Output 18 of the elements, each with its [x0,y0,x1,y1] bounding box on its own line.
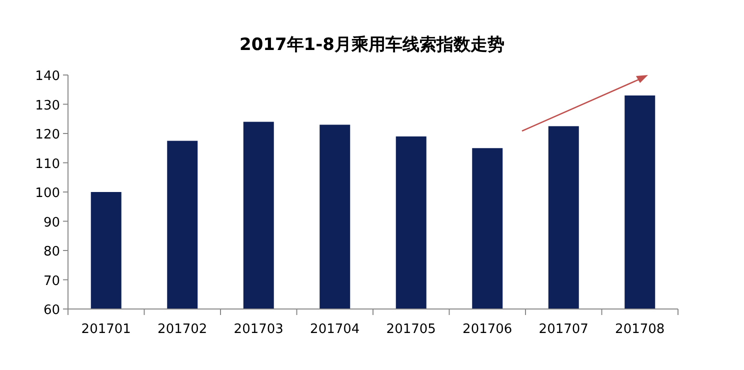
y-tick-label: 100 [35,186,60,201]
x-tick-label: 201704 [310,322,360,337]
x-tick-label: 201705 [386,322,436,337]
y-tick-label: 120 [35,128,60,142]
y-tick-label: 130 [35,98,60,114]
x-tick-label: 201707 [538,322,588,337]
y-tick-label: 140 [35,69,60,84]
chart-title: 2017年1-8月乘用车线索指数走势 [239,35,505,55]
x-tick-label: 201702 [158,322,208,337]
x-tick-label: 201708 [615,322,665,337]
y-tick-label: 90 [43,215,60,230]
y-tick-label: 80 [43,244,60,260]
y-tick-label: 60 [43,303,60,318]
x-tick-label: 201706 [462,322,512,337]
y-tick-label: 70 [43,274,60,289]
x-tick-label: 201701 [81,322,131,337]
y-tick-label: 110 [35,156,60,172]
x-tick-label: 201703 [234,322,284,337]
